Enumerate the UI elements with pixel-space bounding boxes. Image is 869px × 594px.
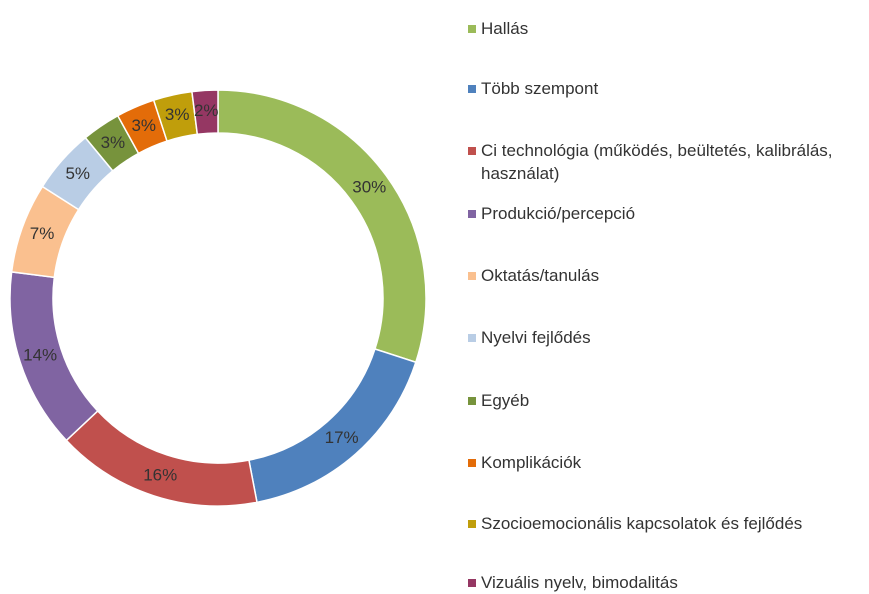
data-label: 5% (65, 164, 90, 183)
legend-label: Több szempont (481, 79, 599, 98)
legend-swatch (468, 520, 476, 528)
data-label: 3% (165, 105, 190, 124)
legend-swatch (468, 459, 476, 467)
data-label: 17% (325, 428, 359, 447)
legend-label: Szocioemocionális kapcsolatok és fejlődé… (481, 514, 803, 533)
legend-swatch (468, 147, 476, 155)
legend-item: Ci technológia (működés, beültetés, kali… (468, 139, 868, 185)
legend-label: Komplikációk (481, 453, 582, 472)
legend-item: Szocioemocionális kapcsolatok és fejlődé… (468, 512, 868, 535)
donut-slice (65, 409, 258, 507)
data-label: 2% (194, 101, 219, 120)
donut-slice (191, 89, 219, 136)
data-label: 3% (101, 133, 126, 152)
data-label: 16% (143, 465, 177, 484)
legend-swatch (468, 579, 476, 587)
legend-item: Vizuális nyelv, bimodalitás (468, 571, 868, 594)
data-label: 7% (30, 224, 55, 243)
legend-label: Oktatás/tanulás (481, 266, 600, 285)
data-label: 14% (23, 345, 57, 364)
legend-swatch (468, 85, 476, 93)
legend-item: Egyéb (468, 389, 868, 412)
legend-label: Hallás (481, 19, 529, 38)
data-label: 30% (352, 178, 386, 197)
legend-item: Produkció/percepció (468, 202, 868, 225)
legend-item: Hallás (468, 17, 868, 40)
legend-item: Oktatás/tanulás (468, 264, 868, 287)
legend-label: Produkció/percepció (481, 204, 636, 223)
legend-swatch (468, 272, 476, 280)
legend-swatch (468, 210, 476, 218)
legend-label: Egyéb (481, 391, 530, 410)
data-label: 3% (131, 116, 156, 135)
legend-swatch (468, 397, 476, 405)
legend-item: Komplikációk (468, 451, 868, 474)
donut-slice (248, 348, 417, 504)
legend-swatch (468, 334, 476, 342)
donut-chart: 30%17%16%14%7%5%3%3%3% 2% (9, 89, 427, 507)
legend-label: Ci technológia (működés, beültetés, kali… (481, 141, 833, 183)
legend-item: Nyelvi fejlődés (468, 326, 868, 349)
legend-item: Több szempont (468, 77, 868, 100)
legend-label: Nyelvi fejlődés (481, 328, 591, 347)
legend-swatch (468, 25, 476, 33)
legend-label: Vizuális nyelv, bimodalitás (481, 573, 678, 592)
donut-slice (217, 89, 427, 364)
